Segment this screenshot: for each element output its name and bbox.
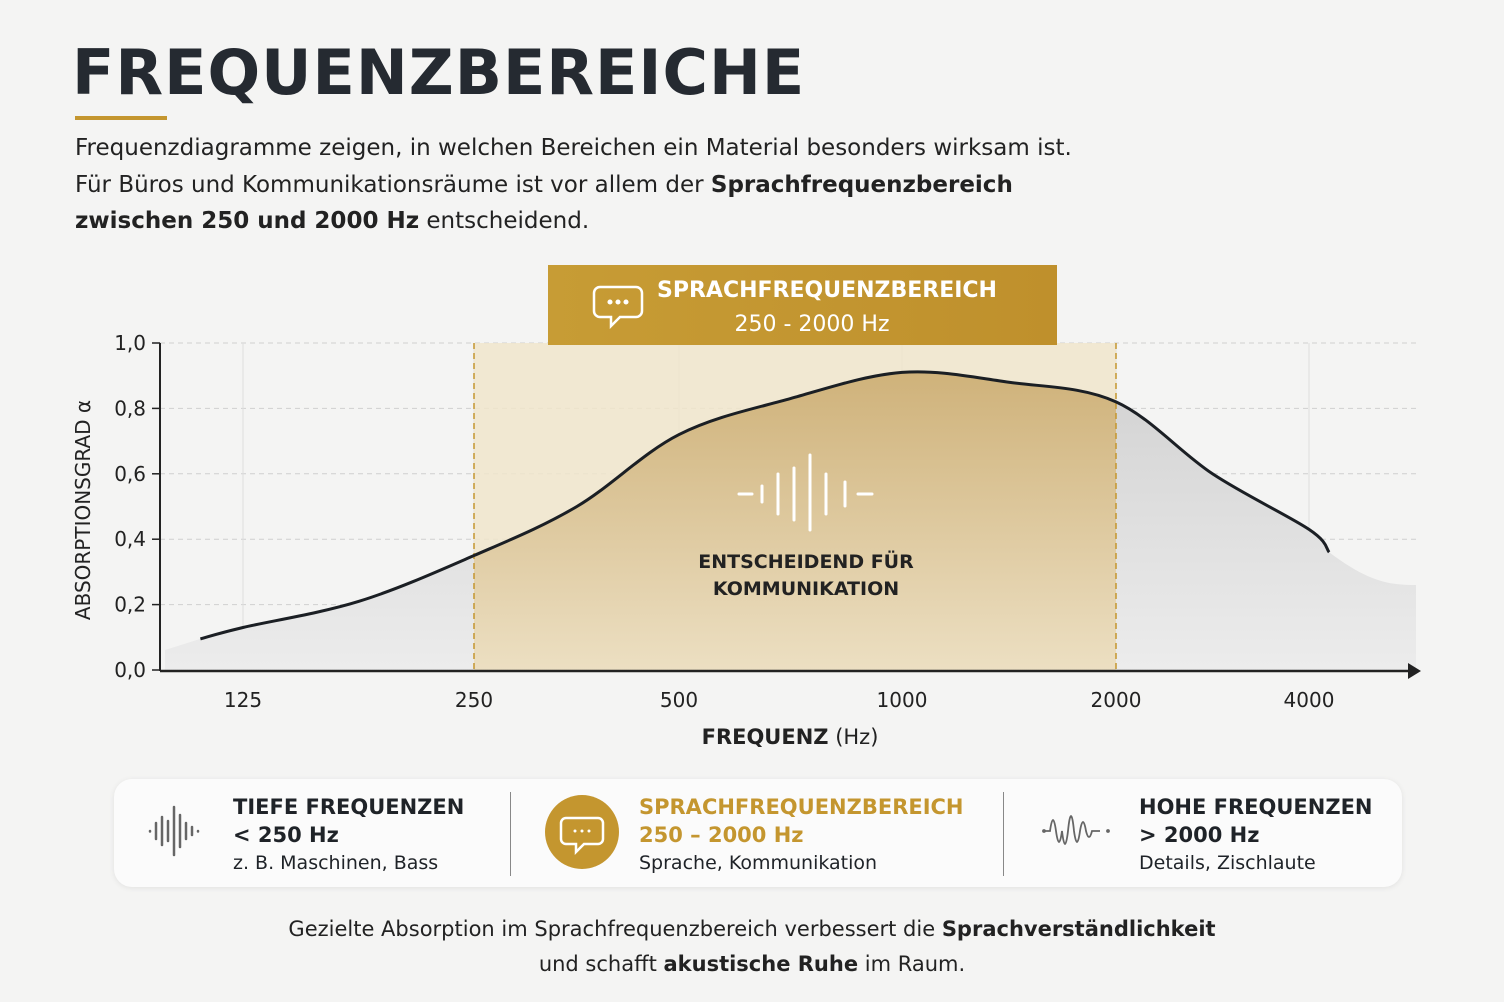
y-axis-label: ABSORPTIONSGRAD α — [71, 400, 95, 620]
intro-text: Frequenzdiagramme zeigen, in welchen Ber… — [75, 130, 1075, 240]
y-tick-label: 0,0 — [114, 658, 146, 682]
speech-range-header: SPRACHFREQUENZBEREICH 250 - 2000 Hz — [548, 265, 1057, 345]
x-axis-label-unit: (Hz) — [829, 725, 879, 749]
footer-part: und schafft — [538, 952, 664, 976]
footer-text: Gezielte Absorption im Sprachfrequenzber… — [0, 912, 1504, 982]
x-axis-label: FREQUENZ (Hz) — [702, 725, 879, 749]
intro-bold: zwischen 250 und 2000 Hz — [75, 208, 420, 234]
intro-line-2: Für Büros und Kommunikationsräume ist vo… — [75, 167, 1075, 204]
legend-desc: z. B. Maschinen, Bass — [233, 852, 439, 874]
speech-range-sub: 250 - 2000 Hz — [735, 312, 890, 337]
y-tick-label: 1,0 — [114, 331, 146, 355]
page-title: FREQUENZBEREICHE — [72, 36, 806, 109]
y-tick-label: 0,6 — [114, 462, 146, 486]
low-wave-icon — [148, 805, 200, 857]
speech-bubble-icon — [545, 795, 619, 869]
x-tick-label: 4000 — [1284, 688, 1335, 712]
x-tick-label: 2000 — [1091, 688, 1142, 712]
y-tick-label: 0,2 — [114, 593, 146, 617]
x-tick-label: 250 — [455, 688, 493, 712]
annotation-line-1: ENTSCHEIDEND FÜR — [698, 549, 914, 573]
frequency-legend: TIEFE FREQUENZEN < 250 Hz z. B. Maschine… — [114, 779, 1402, 887]
footer-line-2: und schafft akustische Ruhe im Raum. — [0, 947, 1504, 982]
x-axis-label-main: FREQUENZ — [702, 725, 829, 749]
footer-part: im Raum. — [858, 952, 966, 976]
title-underline — [75, 116, 167, 120]
x-tick-label: 500 — [660, 688, 698, 712]
high-wave-icon — [1042, 815, 1110, 845]
intro-text-part: entscheidend. — [419, 208, 590, 234]
annotation-line-2: KOMMUNIKATION — [713, 578, 899, 600]
speech-bubble-icon — [592, 285, 644, 330]
x-tick-label: 125 — [224, 688, 262, 712]
intro-line-3: zwischen 250 und 2000 Hz entscheidend. — [75, 203, 1075, 240]
sound-wave-icon — [737, 453, 874, 532]
absorption-curve — [200, 370, 1331, 641]
legend-divider — [1003, 792, 1004, 876]
legend-divider — [510, 792, 511, 876]
legend-range: < 250 Hz — [233, 823, 339, 847]
legend-range: 250 – 2000 Hz — [639, 823, 804, 847]
legend-range: > 2000 Hz — [1139, 823, 1260, 847]
intro-line-1: Frequenzdiagramme zeigen, in welchen Ber… — [75, 135, 1072, 161]
x-tick-label: 1000 — [877, 688, 928, 712]
y-tick-label: 0,4 — [114, 527, 146, 551]
intro-text-part: Für Büros und Kommunikationsräume ist vo… — [75, 171, 711, 198]
legend-title: HOHE FREQUENZEN — [1139, 795, 1373, 819]
footer-line-1: Gezielte Absorption im Sprachfrequenzber… — [0, 912, 1504, 947]
legend-desc: Sprache, Kommunikation — [639, 852, 878, 874]
footer-bold: Sprachverständlichkeit — [941, 917, 1216, 941]
footer-bold: akustische Ruhe — [663, 952, 859, 976]
y-tick-label: 0,8 — [114, 396, 146, 420]
footer-part: Gezielte Absorption im Sprachfrequenzber… — [288, 917, 942, 941]
legend-title: TIEFE FREQUENZEN — [233, 795, 465, 819]
legend-desc: Details, Zischlaute — [1139, 852, 1316, 874]
x-axis-arrow-icon — [1408, 663, 1421, 679]
intro-bold: Sprachfrequenzbereich — [710, 171, 1013, 198]
speech-range-title: SPRACHFREQUENZBEREICH — [657, 278, 997, 303]
legend-title: SPRACHFREQUENZBEREICH — [639, 795, 964, 819]
